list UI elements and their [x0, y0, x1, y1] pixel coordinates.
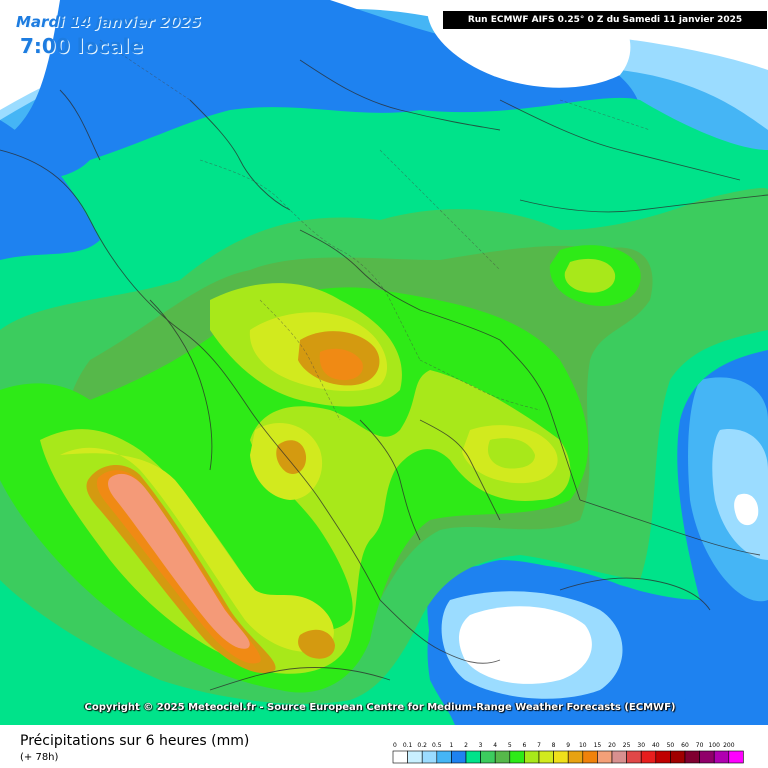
scale-label: 1: [449, 742, 453, 749]
scale-swatch: [684, 750, 700, 764]
scale-label: 2: [464, 742, 468, 749]
scale-label: 6: [522, 742, 526, 749]
scale-label: 0.1: [403, 742, 413, 749]
scale-swatch: [451, 750, 467, 764]
scale-label: 7: [537, 742, 541, 749]
scale-swatch: [567, 750, 584, 764]
scale-swatch: [392, 750, 408, 764]
precip-zone-blue-west: [0, 120, 100, 260]
coastlines: [0, 59, 768, 691]
scale-swatch: [597, 750, 613, 764]
scale-swatch: [538, 750, 554, 764]
scale-swatch: [553, 750, 569, 764]
scale-label: 0.2: [417, 742, 427, 749]
scale-swatch: [524, 750, 540, 764]
scale-label: 4: [493, 742, 497, 749]
scale-swatch: [640, 750, 657, 764]
legend-footer: Précipitations sur 6 heures (mm) (+ 78h)…: [0, 725, 768, 768]
scale-swatch: [670, 750, 686, 764]
scale-swatch: [713, 750, 730, 764]
scale-swatch: [465, 750, 481, 764]
scale-swatch: [509, 750, 525, 764]
copyright-notice: Copyright © 2025 Meteociel.fr - Source E…: [84, 702, 676, 713]
scale-label: 15: [594, 742, 602, 749]
model-run-label: Run ECMWF AIFS 0.25° 0 Z du Samedi 11 ja…: [443, 11, 767, 29]
scale-label: 9: [566, 742, 570, 749]
scale-label: 10: [579, 742, 587, 749]
scale-swatch: [480, 750, 496, 764]
scale-swatch: [626, 750, 642, 764]
precip-zone-salmon: [108, 473, 250, 649]
scale-label: 40: [652, 742, 660, 749]
color-scale: 0 0.1 0.2 0.5 1 2 3 4 5 6 7 8 9 10 15 20 25 30 40 50 60 70 100…: [392, 742, 744, 764]
precip-zone-orange-brown-south: [298, 629, 335, 659]
scale-label: 0.5: [432, 742, 442, 749]
scale-swatch: [699, 750, 715, 764]
scale-label: 60: [681, 742, 689, 749]
scale-swatch: [421, 750, 438, 764]
scale-label: 20: [608, 742, 616, 749]
scale-label: 5: [508, 742, 512, 749]
scale-label: 0: [393, 742, 397, 749]
precip-zone-white-east: [734, 493, 759, 526]
scale-label: 100: [708, 742, 720, 749]
scale-swatch: [728, 750, 744, 764]
scale-swatch: [494, 750, 511, 764]
scale-swatch: [436, 750, 452, 764]
scale-label: 30: [637, 742, 645, 749]
scale-label: 50: [667, 742, 675, 749]
scale-label: 70: [696, 742, 704, 749]
precip-zone-orange-north: [319, 348, 363, 381]
precip-zone-yellow: [60, 447, 334, 652]
borders: [99, 39, 651, 421]
scale-label: 25: [623, 742, 631, 749]
scale-swatch: [611, 750, 627, 764]
precip-zone-orange-brown-west: [276, 440, 307, 475]
scale-swatch: [407, 750, 423, 764]
forecast-time: 7:00 locale: [20, 34, 144, 58]
scale-swatch: [655, 750, 671, 764]
legend-title: Précipitations sur 6 heures (mm): [20, 733, 250, 749]
precip-zone-yellow-green-east2: [487, 438, 535, 469]
precip-zone-white-south: [458, 606, 592, 684]
forecast-date: Mardi 14 janvier 2025: [16, 13, 202, 31]
scale-label: 8: [552, 742, 556, 749]
precipitation-map: [0, 0, 768, 725]
scale-swatch: [582, 750, 598, 764]
precip-zone-yellow-green-east: [564, 258, 616, 293]
lead-time: (+ 78h): [20, 752, 59, 763]
scale-label: 3: [479, 742, 483, 749]
scale-label: 200: [723, 742, 735, 749]
